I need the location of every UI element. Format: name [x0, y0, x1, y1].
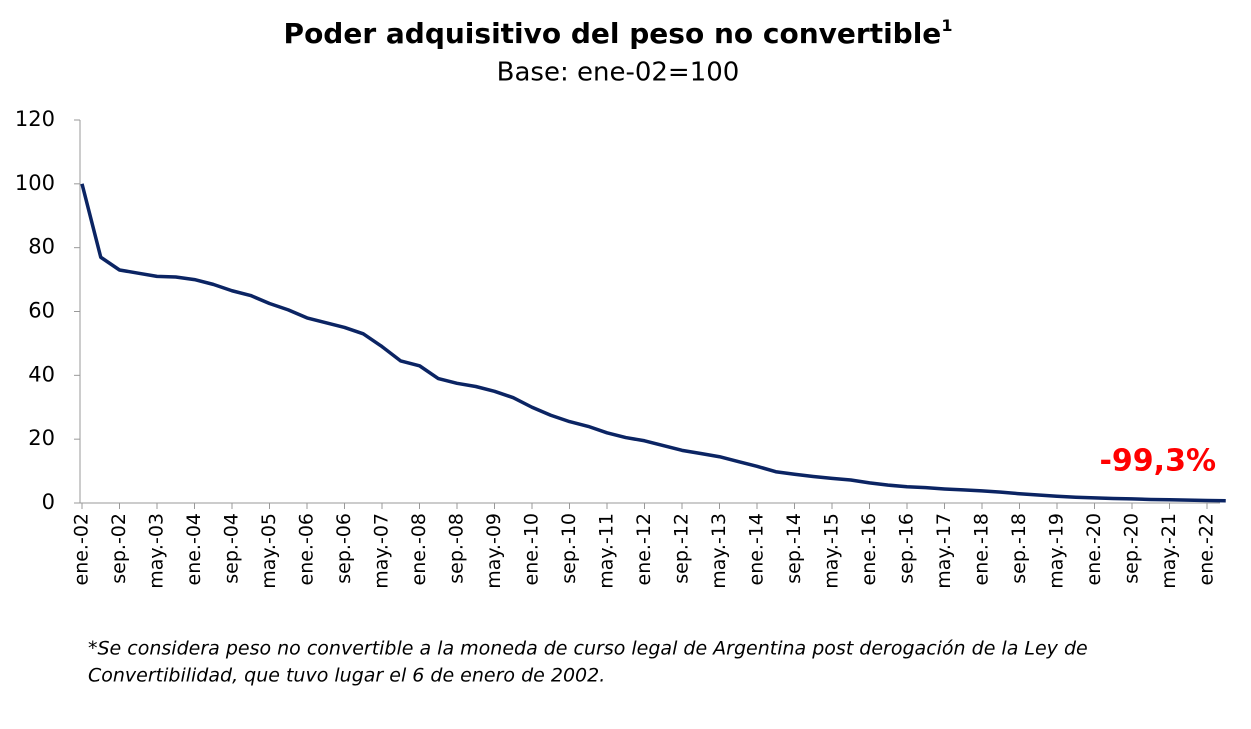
y-tick-label: 40	[28, 362, 55, 386]
x-tick-label: sep.-16	[896, 513, 918, 584]
x-tick-label: ene.-06	[296, 513, 318, 586]
x-tick-label: ene.-18	[971, 513, 993, 586]
y-tick-label: 20	[28, 426, 55, 450]
chart-title: Poder adquisitivo del peso no convertibl…	[284, 16, 953, 51]
x-tick-label: may.-17	[933, 513, 955, 589]
y-tick-label: 80	[28, 235, 55, 259]
title-superscript: 1	[941, 16, 952, 35]
x-tick-label: ene.-14	[746, 513, 768, 586]
y-tick-label: 120	[15, 107, 55, 131]
data-line	[80, 183, 1226, 503]
x-tick-label: sep.-02	[108, 513, 130, 584]
x-tick-label: may.-11	[596, 513, 618, 589]
chart-subtitle: Base: ene-02=100	[497, 58, 740, 88]
x-tick-label: sep.-04	[221, 513, 243, 584]
x-tick-label: sep.-20	[1121, 513, 1143, 584]
y-tick-label: 0	[42, 490, 55, 514]
footnote: *Se considera peso no convertible a la m…	[88, 638, 1088, 660]
annotation: -99,3%	[1099, 444, 1216, 479]
x-tick-label: may.-21	[1158, 513, 1180, 589]
y-tick-label: 60	[28, 299, 55, 323]
x-tick-label: ene.-10	[521, 513, 543, 586]
x-tick-label: ene.-04	[183, 513, 205, 586]
x-tick-label: ene.-02	[71, 513, 93, 586]
x-tick-label: sep.-08	[446, 513, 468, 584]
x-tick-label: may.-07	[371, 513, 393, 589]
x-tick-label: ene.-16	[858, 513, 880, 586]
x-tick-label: ene.-22	[1196, 513, 1218, 586]
x-tick-label: ene.-12	[633, 513, 655, 586]
x-tick-label: sep.-12	[671, 513, 693, 584]
x-tick-label: may.-13	[708, 513, 730, 589]
y-tick-label: 100	[15, 171, 55, 195]
x-tick-label: may.-09	[483, 513, 505, 589]
x-tick-label: sep.-06	[333, 513, 355, 584]
x-tick-label: sep.-18	[1008, 513, 1030, 584]
x-tick-label: may.-05	[258, 513, 280, 589]
x-tick-label: sep.-14	[783, 513, 805, 584]
x-tick-label: may.-15	[821, 513, 843, 589]
x-tick-label: sep.-10	[558, 513, 580, 584]
title-text: Poder adquisitivo del peso no convertibl…	[284, 17, 942, 50]
x-tick-label: ene.-08	[408, 513, 430, 586]
x-tick-label: ene.-20	[1083, 513, 1105, 586]
x-tick-label: may.-19	[1046, 513, 1068, 589]
x-tick-label: may.-03	[146, 513, 168, 589]
footnote: Convertibilidad, que tuvo lugar el 6 de …	[88, 665, 605, 687]
